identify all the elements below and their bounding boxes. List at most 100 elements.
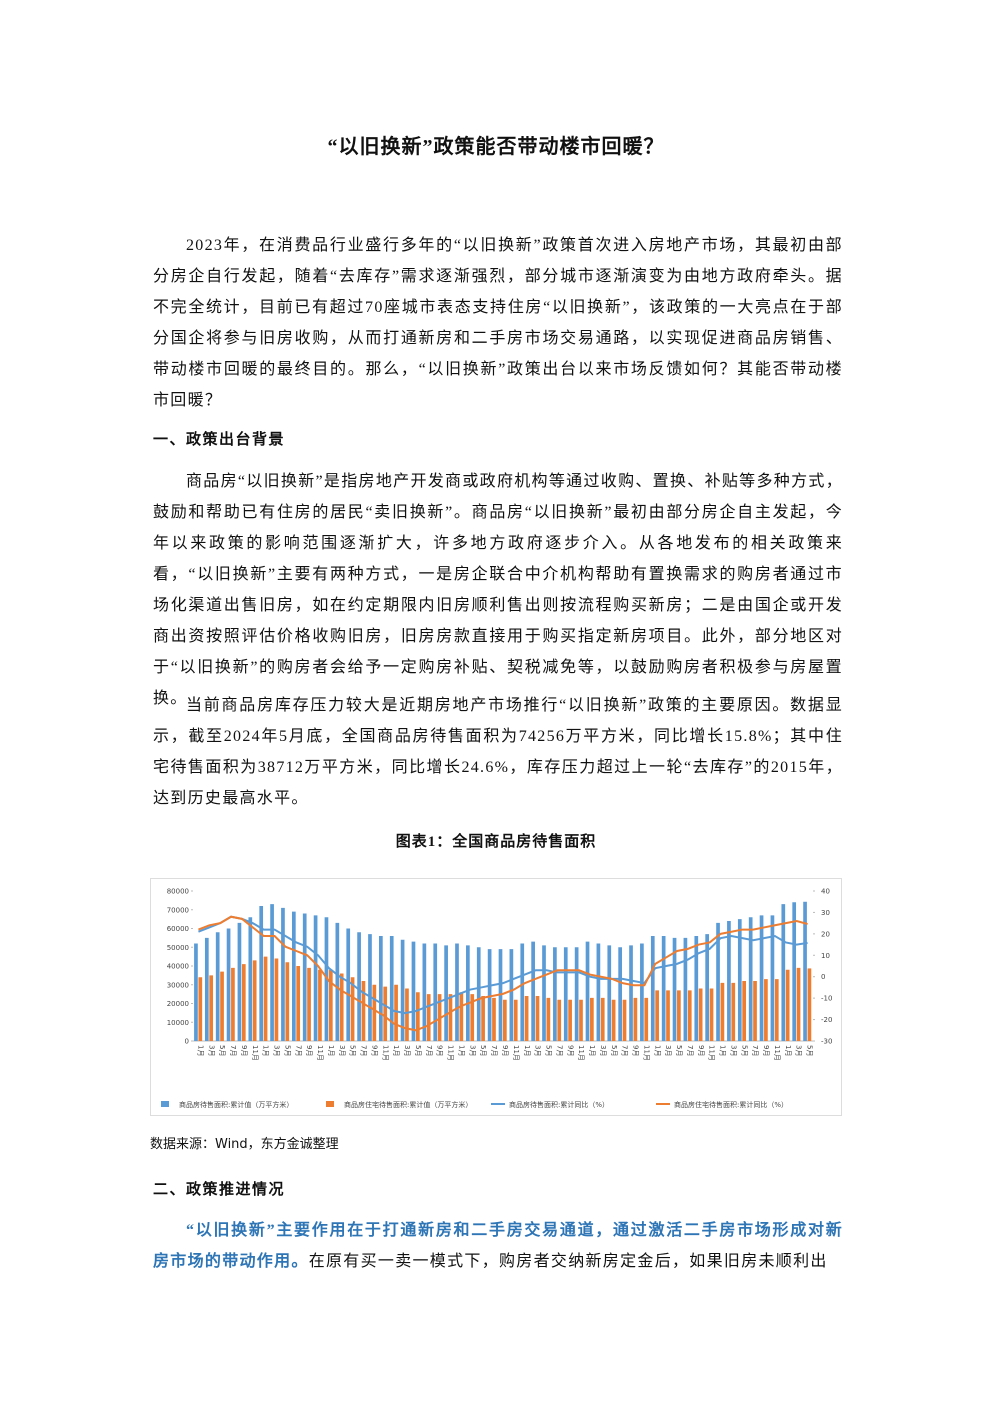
paragraph: 当前商品房库存压力较大是近期房地产市场推行“以旧换新”政策的主要原因。数据显示，… [153, 697, 843, 807]
x-tick-label: 11月 [708, 1045, 716, 1061]
x-tick-label: 3月 [468, 1045, 476, 1056]
bar [339, 973, 344, 1041]
bar [731, 982, 736, 1041]
y2-tick-label: 30 [821, 909, 830, 917]
heading: 一、政策出台背景 [153, 432, 286, 448]
bar [531, 941, 535, 1041]
bar [694, 936, 699, 1041]
bar [313, 915, 318, 1041]
y-tick-label: 0 [185, 1038, 189, 1046]
bar [492, 997, 496, 1041]
bar [753, 981, 757, 1041]
legend-label: 商品房住宅待售面积:累计值（万平方米） [344, 1100, 472, 1109]
bar [535, 996, 540, 1041]
y-tick-label: 80000 [167, 888, 189, 896]
bar [270, 904, 274, 1041]
bar [361, 981, 366, 1041]
y2-tick-label: 10 [821, 952, 830, 960]
bar [194, 943, 198, 1041]
bar [411, 941, 416, 1041]
paragraph: “以旧换新”主要作用在于打通新房和二手房交易通道，通过激活二手房市场形成对新房市… [153, 1215, 843, 1277]
bar [590, 997, 594, 1041]
x-tick-label: 1月 [262, 1045, 270, 1056]
bar [557, 999, 562, 1041]
bar [629, 945, 633, 1041]
bar [281, 907, 285, 1041]
x-tick-label: 11月 [381, 1045, 389, 1061]
text: 在原有买一卖一模式下，购房者交纳新房定金后，如果旧房未顺利出 [308, 1253, 828, 1270]
y-tick-label: 50000 [167, 944, 189, 952]
bar [318, 969, 322, 1041]
bar [379, 936, 383, 1041]
bar [709, 988, 714, 1041]
x-tick-label: 11月 [316, 1045, 324, 1061]
bar [655, 990, 659, 1041]
paragraph: 2023年，在消费品行业盛行多年的“以旧换新”政策首次进入房地产市场，其最初由部… [153, 237, 843, 409]
x-tick-label: 5月 [283, 1045, 291, 1056]
bar [237, 922, 242, 1041]
bar [666, 990, 670, 1041]
x-tick-label: 5月 [740, 1045, 748, 1056]
x-tick-label: 7月 [425, 1045, 433, 1056]
y-tick-label: 10000 [167, 1019, 189, 1027]
x-tick-label: 7月 [294, 1045, 302, 1056]
x-tick-label: 11月 [642, 1045, 650, 1061]
bar [259, 906, 264, 1041]
x-tick-label: 1月 [196, 1045, 204, 1056]
bar [568, 999, 572, 1041]
y-tick-label: 60000 [167, 925, 189, 933]
title: “以旧换新”政策能否带动楼市回暖？ [327, 136, 665, 158]
paragraph: 商品房“以旧换新”是指房地产开发商或政府机构等通过收购、置换、补贴等多种方式，鼓… [153, 473, 843, 707]
source: 数据来源：Wind，东方金诚整理 [150, 1137, 339, 1152]
y2-tick-label: 0 [821, 973, 825, 981]
bar [220, 971, 224, 1041]
bar [563, 947, 568, 1041]
y2-tick-label: 40 [821, 888, 830, 896]
bar [553, 947, 557, 1041]
bar [720, 982, 725, 1041]
line [198, 915, 808, 1015]
x-tick-label: 7月 [229, 1045, 237, 1056]
x-tick-label: 7月 [621, 1045, 629, 1056]
bar [470, 994, 475, 1041]
bar [426, 994, 431, 1041]
legend-label: 商品房待售面积:累计同比（%） [509, 1100, 609, 1109]
x-tick-label: 1月 [327, 1045, 335, 1056]
bar [476, 947, 481, 1041]
bar [785, 969, 790, 1041]
x-tick-label: 9月 [370, 1045, 378, 1056]
bar [618, 947, 622, 1041]
x-tick-label: 7月 [686, 1045, 694, 1056]
bar [383, 986, 388, 1041]
x-tick-label: 11月 [251, 1045, 259, 1061]
bar [716, 922, 720, 1041]
bar [346, 928, 351, 1041]
bar [248, 917, 253, 1041]
chart: 0 10000 20000 30000 40000 50000 60000 70000 8000… [150, 878, 842, 1116]
y-tick-label: 40000 [167, 963, 189, 971]
y2-tick-label: -10 [821, 995, 832, 1003]
bar [600, 997, 605, 1041]
bar [803, 901, 807, 1041]
x-tick-label: 7月 [555, 1045, 563, 1056]
x-tick-label: 3月 [795, 1045, 803, 1056]
bar [503, 999, 507, 1041]
x-tick-label: 1月 [523, 1045, 531, 1056]
bar [422, 943, 427, 1041]
bar [579, 999, 583, 1041]
bar [611, 999, 616, 1041]
bar [574, 947, 579, 1041]
x-tick-label: 3月 [338, 1045, 346, 1056]
bar [672, 937, 677, 1041]
x-tick-label: 1月 [457, 1045, 465, 1056]
x-tick-label: 5月 [414, 1045, 422, 1056]
bar [296, 966, 301, 1041]
x-tick-label: 3月 [729, 1045, 737, 1056]
bar [444, 945, 448, 1041]
x-tick-label: 1月 [784, 1045, 792, 1056]
bar [209, 975, 214, 1041]
heading: 二、政策推进情况 [153, 1182, 286, 1198]
bar [509, 949, 514, 1041]
bar [759, 915, 764, 1041]
bar [433, 943, 438, 1041]
